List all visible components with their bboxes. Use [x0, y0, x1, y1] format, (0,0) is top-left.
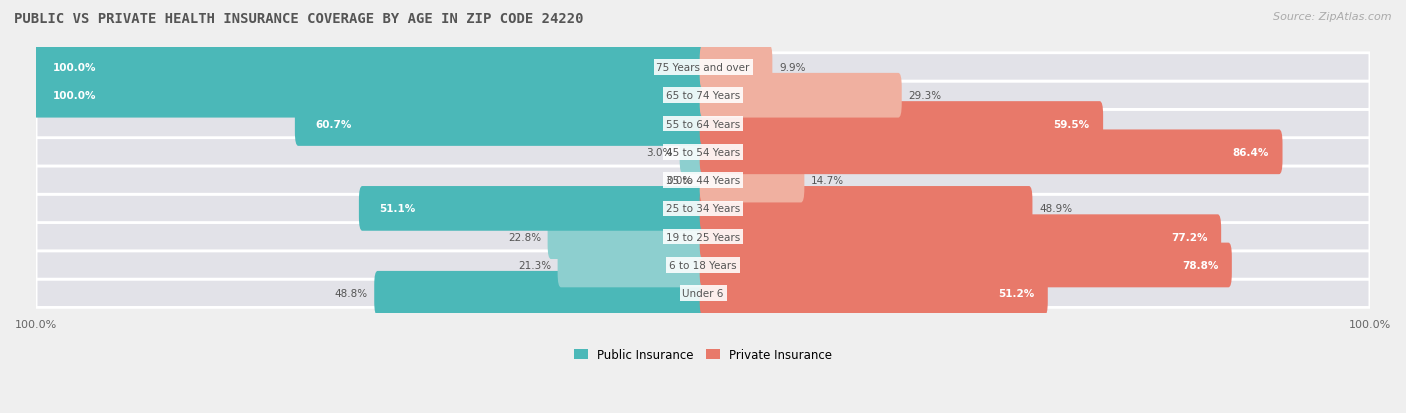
Text: 14.7%: 14.7%	[811, 176, 844, 186]
FancyBboxPatch shape	[700, 74, 901, 118]
Text: 100.0%: 100.0%	[53, 63, 96, 73]
FancyBboxPatch shape	[547, 215, 706, 259]
Text: 48.9%: 48.9%	[1039, 204, 1073, 214]
Text: 35 to 44 Years: 35 to 44 Years	[666, 176, 740, 186]
FancyBboxPatch shape	[37, 251, 1369, 280]
FancyBboxPatch shape	[37, 110, 1369, 138]
FancyBboxPatch shape	[295, 102, 706, 147]
Text: Under 6: Under 6	[682, 289, 724, 299]
Text: 22.8%: 22.8%	[508, 232, 541, 242]
Text: 51.1%: 51.1%	[378, 204, 415, 214]
Text: 45 to 54 Years: 45 to 54 Years	[666, 147, 740, 157]
FancyBboxPatch shape	[700, 45, 772, 90]
Text: 59.5%: 59.5%	[1053, 119, 1090, 129]
FancyBboxPatch shape	[700, 243, 1232, 287]
Text: 3.0%: 3.0%	[647, 147, 673, 157]
FancyBboxPatch shape	[37, 54, 1369, 82]
Legend: Public Insurance, Private Insurance: Public Insurance, Private Insurance	[569, 343, 837, 366]
FancyBboxPatch shape	[700, 215, 1222, 259]
Text: 77.2%: 77.2%	[1171, 232, 1208, 242]
Text: 48.8%: 48.8%	[335, 289, 367, 299]
Text: 51.2%: 51.2%	[998, 289, 1035, 299]
Text: 60.7%: 60.7%	[315, 119, 352, 129]
FancyBboxPatch shape	[700, 102, 1104, 147]
FancyBboxPatch shape	[700, 130, 1282, 175]
Text: 21.3%: 21.3%	[517, 260, 551, 271]
Text: 65 to 74 Years: 65 to 74 Years	[666, 91, 740, 101]
FancyBboxPatch shape	[700, 187, 1032, 231]
Text: PUBLIC VS PRIVATE HEALTH INSURANCE COVERAGE BY AGE IN ZIP CODE 24220: PUBLIC VS PRIVATE HEALTH INSURANCE COVER…	[14, 12, 583, 26]
Text: Source: ZipAtlas.com: Source: ZipAtlas.com	[1274, 12, 1392, 22]
FancyBboxPatch shape	[37, 280, 1369, 308]
FancyBboxPatch shape	[359, 187, 706, 231]
FancyBboxPatch shape	[32, 45, 706, 90]
FancyBboxPatch shape	[37, 223, 1369, 251]
FancyBboxPatch shape	[558, 243, 706, 287]
Text: 78.8%: 78.8%	[1182, 260, 1219, 271]
FancyBboxPatch shape	[374, 271, 706, 316]
FancyBboxPatch shape	[700, 271, 1047, 316]
Text: 25 to 34 Years: 25 to 34 Years	[666, 204, 740, 214]
Text: 86.4%: 86.4%	[1233, 147, 1270, 157]
Text: 6 to 18 Years: 6 to 18 Years	[669, 260, 737, 271]
Text: 19 to 25 Years: 19 to 25 Years	[666, 232, 740, 242]
FancyBboxPatch shape	[37, 195, 1369, 223]
FancyBboxPatch shape	[700, 158, 804, 203]
Text: 29.3%: 29.3%	[908, 91, 942, 101]
FancyBboxPatch shape	[32, 74, 706, 118]
FancyBboxPatch shape	[679, 130, 706, 175]
FancyBboxPatch shape	[37, 166, 1369, 195]
FancyBboxPatch shape	[37, 138, 1369, 166]
FancyBboxPatch shape	[37, 82, 1369, 110]
Text: 100.0%: 100.0%	[53, 91, 96, 101]
Text: 75 Years and over: 75 Years and over	[657, 63, 749, 73]
Text: 55 to 64 Years: 55 to 64 Years	[666, 119, 740, 129]
Text: 0.0%: 0.0%	[666, 176, 693, 186]
Text: 9.9%: 9.9%	[779, 63, 806, 73]
